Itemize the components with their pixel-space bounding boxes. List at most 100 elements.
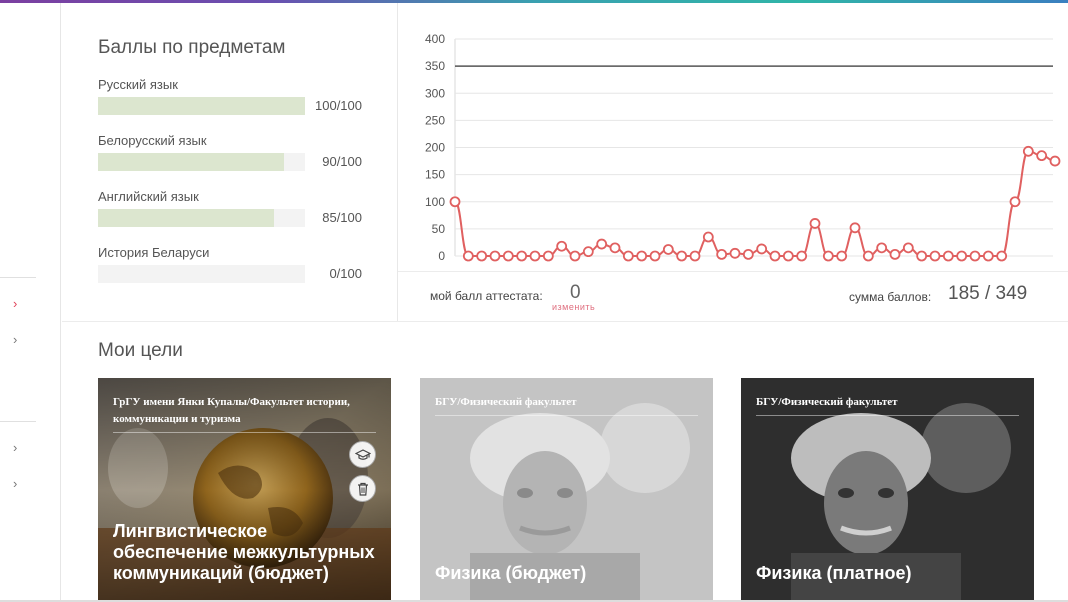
data-point	[902, 242, 914, 254]
score-bar-fill	[98, 97, 305, 115]
data-point	[596, 238, 608, 250]
data-point	[929, 250, 941, 262]
data-point	[582, 246, 594, 258]
data-point	[1009, 196, 1021, 208]
data-point	[822, 250, 834, 262]
y-tick-label: 200	[425, 141, 445, 155]
card-divider	[113, 432, 376, 433]
chevron-right-icon[interactable]: ›	[13, 332, 18, 347]
data-point	[702, 231, 714, 243]
data-point	[569, 250, 581, 262]
y-tick-label: 150	[425, 168, 445, 182]
data-point	[622, 250, 634, 262]
score-bar-track	[98, 265, 305, 283]
card-divider	[756, 415, 1019, 416]
data-point	[796, 250, 808, 262]
data-point	[556, 240, 568, 252]
series-line	[454, 150, 1056, 258]
top-gradient-bar	[0, 0, 1068, 3]
sum-label: сумма баллов:	[849, 290, 932, 304]
subject-score-item: Русский язык 100/100	[98, 76, 368, 115]
sum-value: 185 / 349	[948, 283, 1028, 304]
chart-footer: мой балл аттестата: 0 изменить сумма бал…	[398, 271, 1068, 321]
data-point	[756, 243, 768, 255]
einstein-photo-dark	[741, 378, 1034, 602]
y-tick-label: 0	[438, 249, 445, 263]
data-point	[889, 248, 901, 260]
goal-program-title: Физика (бюджет)	[435, 563, 587, 583]
data-point	[916, 250, 928, 262]
y-tick-label: 300	[425, 86, 445, 100]
data-point	[742, 248, 754, 260]
data-point	[849, 222, 861, 234]
data-point	[449, 196, 461, 208]
data-point	[876, 242, 888, 254]
subject-scores-panel: Баллы по предметам Русский язык 100/100 …	[62, 3, 398, 321]
y-tick-label: 100	[425, 195, 445, 209]
graduation-cap-button[interactable]	[349, 441, 376, 468]
card-divider	[435, 415, 698, 416]
data-point	[996, 250, 1008, 262]
sidebar-divider	[0, 277, 36, 278]
goal-institution: БГУ/Физический факультет	[756, 396, 898, 408]
goal-card[interactable]: ГрГУ имени Янки Купалы/Факультет истории…	[98, 378, 391, 602]
data-point	[662, 244, 674, 255]
data-point	[769, 250, 781, 262]
data-point	[782, 250, 794, 262]
subject-score-item: История Беларуси 0/100	[98, 244, 368, 283]
goals-title: Мои цели	[98, 340, 183, 361]
y-tick-label: 350	[425, 59, 445, 73]
goal-card[interactable]: БГУ/Физический факультет Физика (платное…	[741, 378, 1034, 602]
subject-name: История Беларуси	[98, 245, 210, 260]
data-point	[636, 250, 648, 262]
data-point	[1036, 150, 1048, 162]
sidebar-divider	[0, 421, 36, 422]
graduation-cap-icon	[355, 449, 371, 460]
subject-score-value: 85/100	[322, 210, 362, 225]
einstein-photo-light	[420, 378, 713, 602]
scores-title: Баллы по предметам	[98, 37, 286, 58]
data-point	[529, 250, 541, 262]
chevron-right-icon[interactable]: ›	[13, 440, 18, 455]
globe-photo	[98, 378, 391, 602]
subject-score-item: Белорусский язык 90/100	[98, 132, 368, 171]
attestat-label: мой балл аттестата:	[430, 289, 543, 303]
chevron-right-icon[interactable]: ›	[13, 476, 18, 491]
subject-score-value: 90/100	[322, 154, 362, 169]
section-divider	[62, 321, 1068, 322]
edit-attestat-link[interactable]: изменить	[552, 302, 596, 312]
data-point	[1049, 155, 1061, 167]
goal-card[interactable]: БГУ/Физический факультет Физика (бюджет)	[420, 378, 713, 602]
trash-icon	[358, 482, 368, 496]
subject-score-value: 100/100	[315, 98, 362, 113]
data-point	[516, 250, 528, 262]
score-bar-fill	[98, 209, 274, 227]
y-tick-label: 50	[432, 222, 446, 236]
subject-name: Белорусский язык	[98, 133, 207, 148]
delete-goal-button[interactable]	[349, 475, 376, 502]
data-point	[609, 242, 621, 254]
data-point	[676, 250, 688, 262]
data-point	[969, 250, 981, 262]
data-point	[862, 250, 874, 262]
data-point	[476, 250, 488, 262]
left-sidebar: › › › ›	[0, 3, 61, 602]
data-point	[542, 250, 554, 262]
score-bar-fill	[98, 153, 285, 171]
subject-name: Русский язык	[98, 77, 178, 92]
goal-program-title: Лингвистическое обеспечение межкультурны…	[113, 521, 375, 583]
data-point	[689, 250, 701, 262]
score-history-chart: 0 50 100 150 200 250 300 350 400	[398, 3, 1068, 271]
chevron-right-icon[interactable]: ›	[13, 296, 18, 311]
y-tick-label: 400	[425, 32, 445, 46]
data-point	[462, 250, 474, 262]
data-point	[1022, 145, 1034, 157]
data-point	[729, 247, 741, 259]
goal-institution: ГрГУ имени Янки Купалы/Факультет истории…	[113, 396, 350, 425]
subject-score-item: Английский язык 85/100	[98, 188, 368, 227]
data-point	[502, 250, 514, 262]
data-point	[489, 250, 501, 262]
bottom-border	[0, 600, 1068, 602]
y-tick-label: 250	[425, 113, 445, 127]
data-point	[982, 250, 994, 262]
